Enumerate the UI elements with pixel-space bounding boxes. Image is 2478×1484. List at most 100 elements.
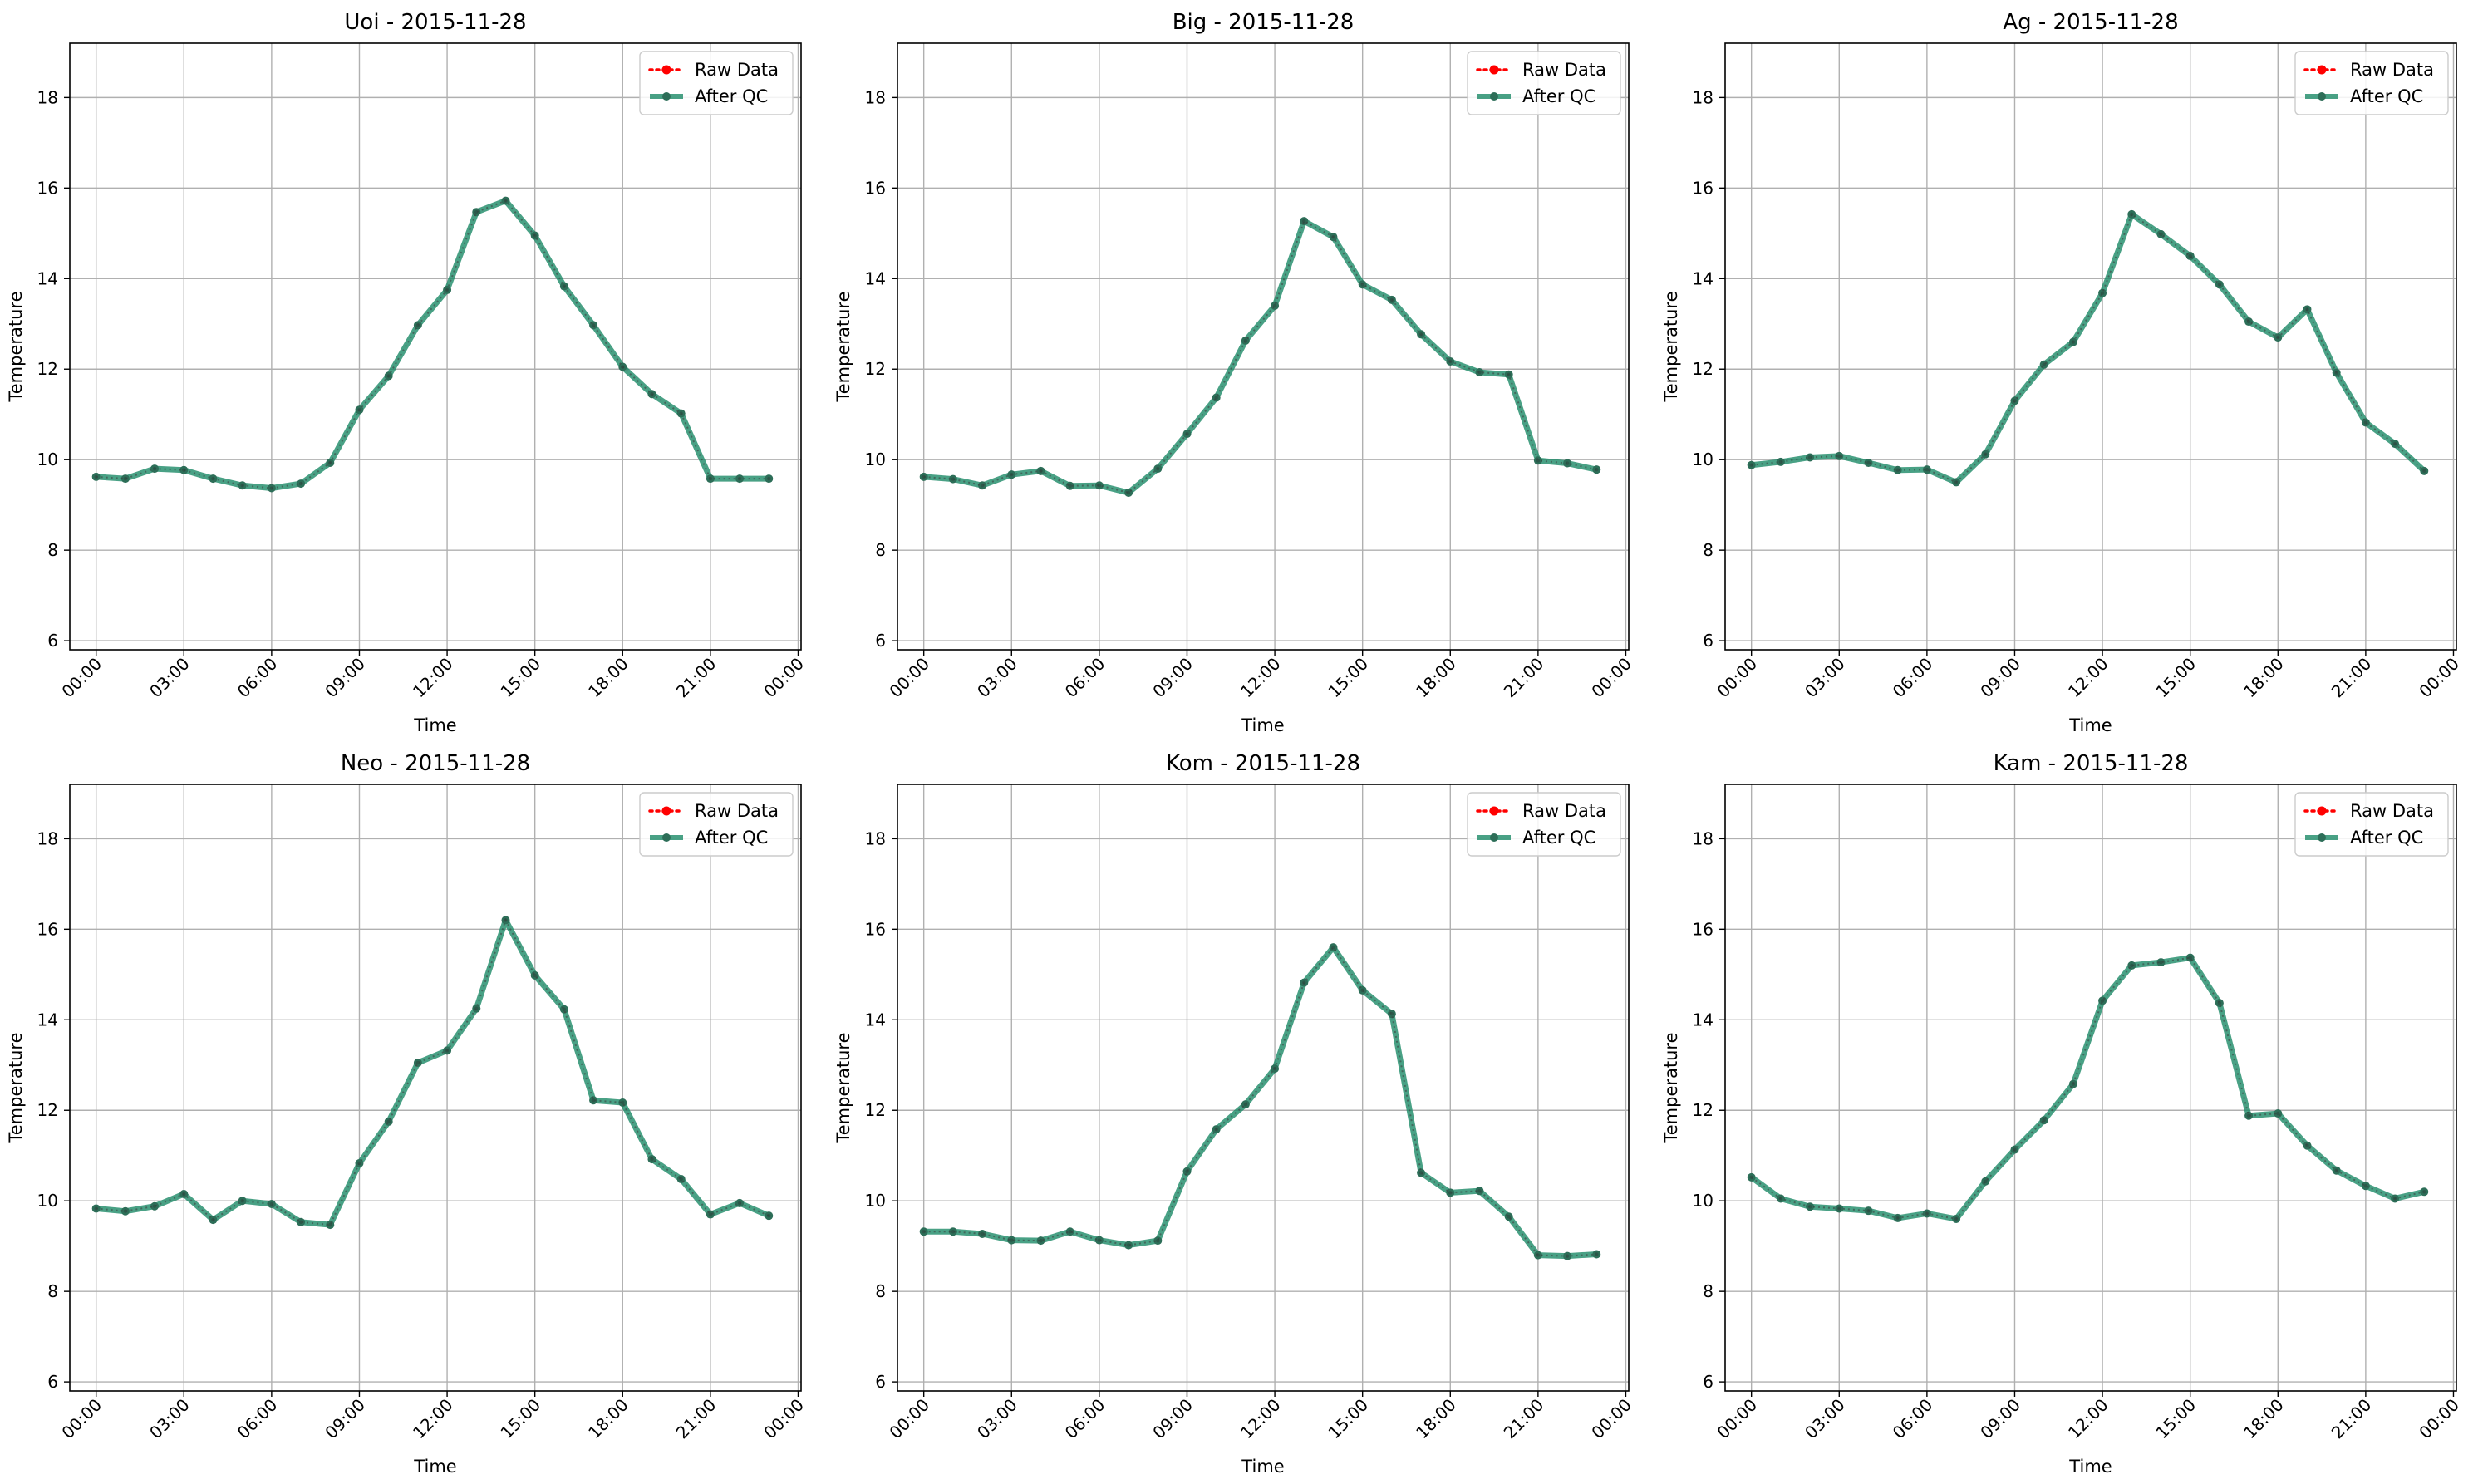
raw-point bbox=[269, 1201, 274, 1206]
x-tick-label: 00:00 bbox=[760, 1395, 808, 1443]
raw-point bbox=[922, 1230, 926, 1234]
y-tick-label: 10 bbox=[1693, 450, 1713, 469]
raw-point bbox=[123, 1209, 128, 1213]
panel-title: Kam - 2015-11-28 bbox=[1994, 751, 2189, 776]
raw-point bbox=[152, 466, 157, 471]
raw-point bbox=[2159, 232, 2163, 237]
raw-point bbox=[1895, 1216, 1900, 1221]
raw-point bbox=[1039, 1238, 1043, 1243]
y-tick-label: 8 bbox=[47, 1281, 58, 1301]
raw-point bbox=[1807, 1205, 1812, 1209]
x-tick-label: 18:00 bbox=[1412, 1395, 1460, 1443]
x-tick-label: 06:00 bbox=[1889, 1395, 1937, 1443]
raw-point bbox=[1565, 461, 1570, 465]
x-axis-label: Time bbox=[413, 715, 456, 735]
x-tick-label: 09:00 bbox=[1148, 1395, 1197, 1443]
y-tick-label: 18 bbox=[37, 828, 58, 848]
raw-point bbox=[2422, 469, 2426, 474]
raw-point bbox=[1807, 455, 1812, 459]
x-tick-label: 09:00 bbox=[1976, 1395, 2024, 1443]
raw-point bbox=[1126, 490, 1131, 495]
raw-point bbox=[1595, 1252, 1599, 1256]
raw-point bbox=[679, 1177, 683, 1182]
y-tick-label: 8 bbox=[47, 540, 58, 560]
y-tick-label: 14 bbox=[1693, 1010, 1713, 1029]
y-tick-label: 8 bbox=[875, 1281, 886, 1301]
legend-qc-label: After QC bbox=[2350, 86, 2423, 106]
raw-point bbox=[1360, 283, 1364, 287]
raw-point bbox=[2422, 1190, 2426, 1194]
raw-point bbox=[621, 1100, 625, 1105]
raw-point bbox=[951, 1230, 956, 1234]
raw-point bbox=[1185, 431, 1189, 436]
legend-raw-marker bbox=[1489, 806, 1499, 816]
legend: Raw Data After QC bbox=[2294, 792, 2449, 857]
legend-raw-label: Raw Data bbox=[2350, 801, 2434, 821]
raw-point bbox=[1954, 1216, 1959, 1221]
raw-point bbox=[533, 233, 537, 238]
x-tick-label: 12:00 bbox=[2064, 654, 2112, 702]
raw-point bbox=[1272, 303, 1277, 308]
y-tick-label: 8 bbox=[1703, 540, 1713, 560]
y-tick-label: 10 bbox=[37, 1191, 58, 1211]
raw-point bbox=[328, 1222, 332, 1227]
raw-point bbox=[240, 1198, 244, 1203]
raw-point bbox=[328, 460, 332, 465]
y-tick-label: 6 bbox=[875, 1372, 886, 1392]
raw-point bbox=[504, 199, 508, 203]
raw-point bbox=[182, 1192, 186, 1197]
raw-point bbox=[2276, 1111, 2280, 1116]
y-tick-label: 12 bbox=[1693, 1100, 1713, 1120]
series-after-qc-line bbox=[96, 198, 769, 492]
axes-frame bbox=[69, 784, 802, 1392]
x-tick-label: 00:00 bbox=[57, 1395, 106, 1443]
raw-point bbox=[591, 323, 596, 327]
raw-point bbox=[1778, 1197, 1783, 1201]
x-tick-label: 21:00 bbox=[1500, 654, 1548, 702]
series-raw-line bbox=[923, 219, 1597, 494]
series-after-qc-line bbox=[923, 944, 1597, 1260]
raw-point bbox=[2188, 253, 2192, 258]
raw-point bbox=[2013, 1147, 2017, 1152]
panel-4: 6 8 10 12 14 16 18 00:00 03:00 06:00 09:00 12:00 15:… bbox=[6, 751, 808, 1477]
x-tick-label: 00:00 bbox=[1587, 1395, 1635, 1443]
y-axis-label: Temperature bbox=[833, 1032, 853, 1143]
legend-raw-marker bbox=[2317, 806, 2327, 816]
raw-point bbox=[2392, 441, 2397, 446]
panel-3: 6 8 10 12 14 16 18 00:00 03:00 06:00 09:00 12:00 15:… bbox=[1661, 10, 2463, 735]
x-tick-label: 12:00 bbox=[2064, 1395, 2112, 1443]
y-axis-label: Temperature bbox=[6, 1032, 26, 1143]
raw-point bbox=[2217, 1000, 2222, 1005]
y-axis-label: Temperature bbox=[6, 291, 26, 402]
raw-point bbox=[386, 1119, 391, 1124]
y-tick-label: 14 bbox=[865, 268, 886, 288]
y-tick-label: 6 bbox=[1703, 631, 1713, 651]
x-tick-label: 21:00 bbox=[672, 654, 720, 702]
x-tick-label: 09:00 bbox=[321, 654, 369, 702]
legend-raw-label: Raw Data bbox=[1522, 60, 1606, 80]
raw-point bbox=[2305, 307, 2309, 312]
x-tick-label: 15:00 bbox=[1324, 1395, 1372, 1443]
raw-point bbox=[1866, 1208, 1871, 1213]
axes-frame bbox=[1724, 784, 2457, 1392]
raw-point bbox=[1984, 452, 1988, 456]
y-tick-label: 14 bbox=[37, 1010, 58, 1029]
raw-point bbox=[2217, 283, 2222, 287]
raw-point bbox=[94, 1206, 98, 1211]
raw-point bbox=[1156, 1238, 1160, 1243]
axes-frame bbox=[897, 42, 1630, 651]
raw-point bbox=[2305, 1143, 2309, 1147]
series-after-qc-line bbox=[96, 916, 770, 1228]
series-raw-line bbox=[96, 199, 769, 489]
y-tick-label: 16 bbox=[865, 178, 886, 198]
raw-point bbox=[123, 476, 128, 481]
raw-point bbox=[1214, 1127, 1218, 1132]
x-tick-label: 03:00 bbox=[973, 1395, 1021, 1443]
raw-point bbox=[182, 468, 186, 472]
raw-point bbox=[1389, 297, 1394, 302]
raw-point bbox=[2276, 335, 2280, 340]
raw-point bbox=[1418, 1171, 1423, 1175]
x-tick-label: 21:00 bbox=[672, 1395, 720, 1443]
raw-point bbox=[357, 1161, 361, 1166]
